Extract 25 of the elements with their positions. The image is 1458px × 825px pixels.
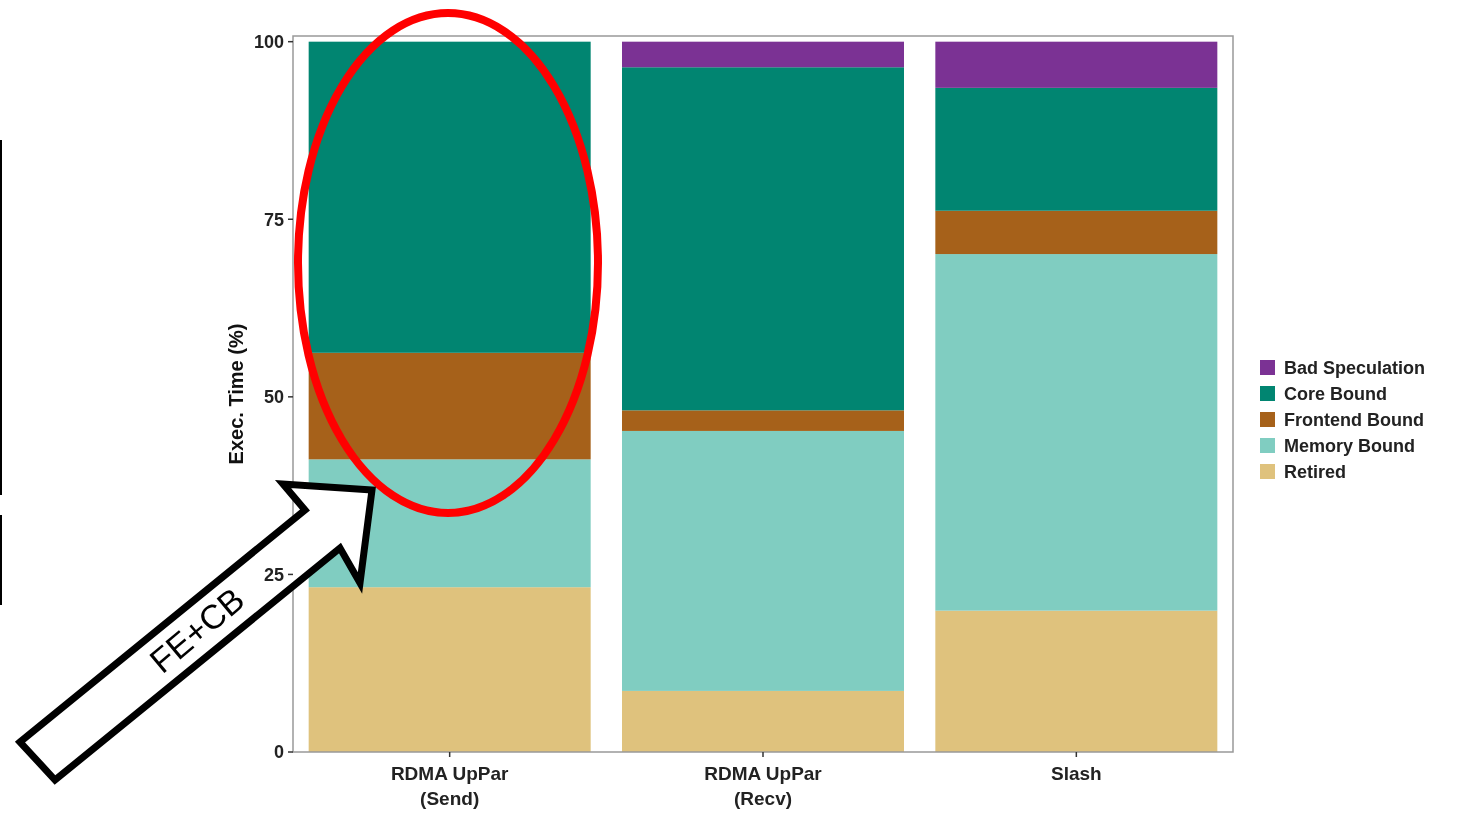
legend-label: Frontend Bound [1284, 410, 1424, 431]
x-tick-label: RDMA UpPar (Recv) [704, 763, 823, 809]
y-tick-label: 50 [263, 387, 284, 408]
bar [622, 41, 904, 68]
legend-label: Bad Speculation [1284, 358, 1426, 379]
x-tick-label: RDMA UpPar (Send) [390, 763, 510, 809]
y-tick-label: 0 [273, 742, 284, 763]
bar [622, 410, 904, 431]
y-tick-label: 75 [263, 209, 284, 230]
bar [935, 87, 1218, 211]
bar [935, 254, 1218, 611]
legend-label: Retired [1284, 462, 1347, 483]
bar [308, 352, 591, 460]
y-axis-title: Exec. Time (%) [225, 323, 247, 465]
bar [935, 41, 1218, 88]
x-tick-label: Slash [1050, 763, 1102, 784]
bar [622, 690, 904, 752]
y-tick-label: 100 [253, 31, 284, 52]
legend-label: Core Bound [1284, 384, 1387, 405]
legend-label: Memory Bound [1284, 436, 1416, 457]
bar [622, 67, 904, 411]
bar [935, 610, 1218, 752]
y-tick-label: 25 [263, 564, 284, 585]
bar [935, 210, 1218, 255]
bar [622, 430, 904, 691]
